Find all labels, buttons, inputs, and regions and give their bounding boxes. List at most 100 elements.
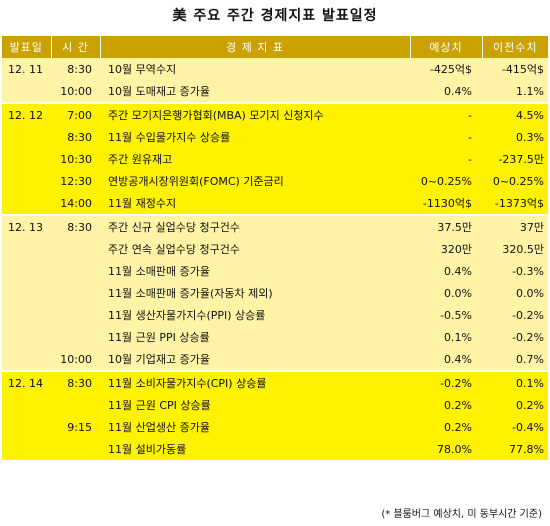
- date-cell: [2, 438, 51, 462]
- header-forecast: 예상치: [410, 36, 483, 58]
- forecast-cell: 320만: [410, 238, 482, 260]
- time-cell: [51, 282, 100, 304]
- date-cell: [2, 80, 51, 104]
- date-cell: [2, 170, 51, 192]
- forecast-cell: -0.2%: [410, 371, 482, 394]
- table-row: 10:00 10월 기업재고 증가율 0.4% 0.7%: [2, 348, 548, 372]
- previous-cell: 0.7%: [482, 348, 548, 372]
- previous-cell: 4.5%: [482, 103, 548, 126]
- forecast-cell: -: [410, 148, 482, 170]
- time-cell: [51, 238, 100, 260]
- forecast-cell: 0.2%: [410, 416, 482, 438]
- time-cell: [51, 394, 100, 416]
- previous-cell: -0.4%: [482, 416, 548, 438]
- previous-cell: -0.2%: [482, 304, 548, 326]
- previous-cell: 0.1%: [482, 371, 548, 394]
- previous-cell: -0.2%: [482, 326, 548, 348]
- table-row: 11월 설비가동률 78.0% 77.8%: [2, 438, 548, 462]
- date-cell: [2, 416, 51, 438]
- table-row: 12:30 연방공개시장위원회(FOMC) 기준금리 0~0.25% 0~0.25%: [2, 170, 548, 192]
- indicator-cell: 11월 산업생산 증가율: [100, 416, 410, 438]
- indicator-cell: 10월 도매재고 증가율: [100, 80, 410, 104]
- forecast-cell: 0.4%: [410, 260, 482, 282]
- header-indicator: 경 제 지 표: [100, 36, 411, 58]
- indicator-cell: 주간 연속 실업수당 청구건수: [100, 238, 410, 260]
- forecast-cell: 37.5만: [410, 215, 482, 238]
- time-cell: 7:00: [51, 103, 100, 126]
- header-previous: 이전수치: [482, 36, 548, 58]
- previous-cell: 0.2%: [482, 394, 548, 416]
- previous-cell: -415억$: [482, 58, 548, 80]
- time-cell: 12:30: [51, 170, 100, 192]
- time-cell: [51, 326, 100, 348]
- indicator-cell: 11월 소매판매 증가율: [100, 260, 410, 282]
- date-cell: [2, 238, 51, 260]
- time-cell: 8:30: [51, 126, 100, 148]
- indicator-cell: 11월 수입물가지수 상승률: [100, 126, 410, 148]
- footnote: (* 블룸버그 예상치, 미 동부시간 기준): [381, 509, 542, 520]
- date-cell: [2, 260, 51, 282]
- table-row: 14:00 11월 재정수지 -1130억$ -1373억$: [2, 192, 548, 216]
- time-cell: 10:00: [51, 348, 100, 372]
- indicator-cell: 11월 소비자물가지수(CPI) 상승률: [100, 371, 410, 394]
- table-row: 10:00 10월 도매재고 증가율 0.4% 1.1%: [2, 80, 548, 104]
- previous-cell: 1.1%: [482, 80, 548, 104]
- table-row: 11월 생산자물가지수(PPI) 상승률 -0.5% -0.2%: [2, 304, 548, 326]
- date-cell: 12. 11: [2, 58, 51, 80]
- date-cell: [2, 326, 51, 348]
- forecast-cell: 0.0%: [410, 282, 482, 304]
- time-cell: 8:30: [51, 371, 100, 394]
- previous-cell: 320.5만: [482, 238, 548, 260]
- date-cell: [2, 348, 51, 372]
- date-cell: [2, 126, 51, 148]
- indicator-cell: 11월 근원 CPI 상승률: [100, 394, 410, 416]
- indicator-cell: 10월 기업재고 증가율: [100, 348, 410, 372]
- forecast-cell: 0.4%: [410, 348, 482, 372]
- forecast-cell: -0.5%: [410, 304, 482, 326]
- indicator-cell: 11월 생산자물가지수(PPI) 상승률: [100, 304, 410, 326]
- previous-cell: 0.0%: [482, 282, 548, 304]
- indicator-cell: 주간 신규 실업수당 청구건수: [100, 215, 410, 238]
- header-date: 발표일: [2, 36, 52, 58]
- indicator-cell: 주간 원유재고: [100, 148, 410, 170]
- date-cell: [2, 148, 51, 170]
- date-cell: 12. 13: [2, 215, 51, 238]
- date-cell: [2, 192, 51, 216]
- table-row: 11월 근원 PPI 상승률 0.1% -0.2%: [2, 326, 548, 348]
- previous-cell: -1373억$: [482, 192, 548, 216]
- indicator-cell: 11월 설비가동률: [100, 438, 410, 462]
- table-row: 10:30 주간 원유재고 - -237.5만: [2, 148, 548, 170]
- previous-cell: -0.3%: [482, 260, 548, 282]
- table-row: 11월 소매판매 증가율(자동차 제외) 0.0% 0.0%: [2, 282, 548, 304]
- time-cell: 8:30: [51, 215, 100, 238]
- forecast-cell: -: [410, 126, 482, 148]
- previous-cell: 77.8%: [482, 438, 548, 462]
- indicator-cell: 11월 재정수지: [100, 192, 410, 216]
- table-row: 12. 11 8:30 10월 무역수지 -425억$ -415억$: [2, 58, 548, 80]
- table-row: 8:30 11월 수입물가지수 상승률 -0.3%: [2, 126, 548, 148]
- page-title: 美 주요 주간 경제지표 발표일정: [172, 8, 378, 24]
- forecast-cell: 78.0%: [410, 438, 482, 462]
- table-row: 11월 소매판매 증가율 0.4% -0.3%: [2, 260, 548, 282]
- time-cell: 14:00: [51, 192, 100, 216]
- forecast-cell: 0~0.25%: [410, 170, 482, 192]
- time-cell: 8:30: [51, 58, 100, 80]
- forecast-cell: -1130억$: [410, 192, 482, 216]
- date-cell: 12. 12: [2, 103, 51, 126]
- date-cell: [2, 304, 51, 326]
- indicator-cell: 11월 근원 PPI 상승률: [100, 326, 410, 348]
- table-row: 11월 근원 CPI 상승률 0.2% 0.2%: [2, 394, 548, 416]
- table-row: 12. 14 8:30 11월 소비자물가지수(CPI) 상승률 -0.2% 0.1%: [2, 371, 548, 394]
- forecast-cell: 0.4%: [410, 80, 482, 104]
- previous-cell: 37만: [482, 215, 548, 238]
- indicator-cell: 연방공개시장위원회(FOMC) 기준금리: [100, 170, 410, 192]
- time-cell: [51, 438, 100, 462]
- table-body: 12. 11 8:30 10월 무역수지 -425억$ -415억$ 10:00 10월 도…: [2, 58, 548, 462]
- time-cell: 10:00: [51, 80, 100, 104]
- table-row: 주간 연속 실업수당 청구건수 320만 320.5만: [2, 238, 548, 260]
- date-cell: [2, 394, 51, 416]
- date-cell: [2, 282, 51, 304]
- indicator-cell: 11월 소매판매 증가율(자동차 제외): [100, 282, 410, 304]
- header-time: 시 간: [51, 36, 101, 58]
- indicator-cell: 10월 무역수지: [100, 58, 410, 80]
